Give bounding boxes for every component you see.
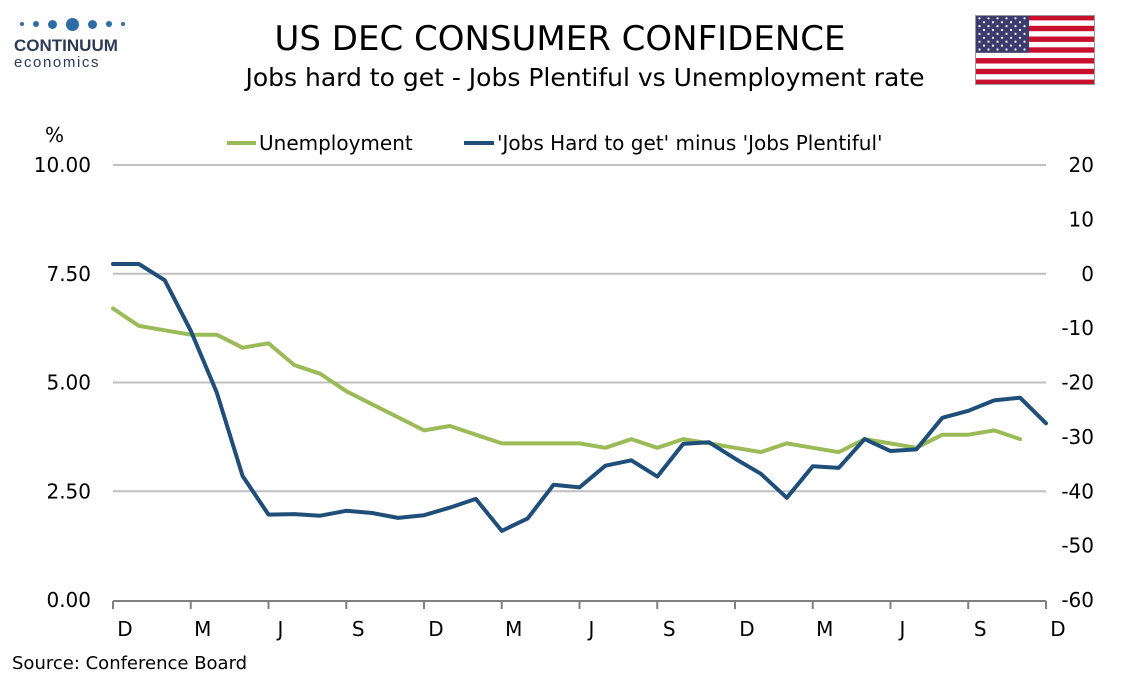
flag-star	[1018, 36, 1022, 39]
flag-star	[1000, 28, 1004, 32]
unemployment-series-line	[111, 306, 1023, 455]
axes: 10.00 7.50 5.00 2.50 0.00% 20 10 0 -10 -20 -30 -40 -…	[34, 123, 1094, 641]
source-note: Source: Conference Board	[12, 653, 248, 674]
flag-star	[987, 48, 990, 51]
right-tick-label: -50	[1061, 534, 1094, 558]
right-tick-label: -60	[1061, 588, 1094, 612]
left-axis-unit: %	[45, 123, 64, 147]
right-tick-label: -30	[1061, 425, 1094, 449]
flag-star	[1014, 48, 1017, 51]
flag-star	[982, 36, 986, 39]
flag-star	[978, 40, 981, 43]
chart-subtitle: Jobs hard to get - Jobs Plentiful vs Une…	[245, 63, 925, 92]
flag-star	[1018, 28, 1022, 32]
left-tick-label: 10.00	[34, 153, 91, 177]
flag-star	[1005, 17, 1008, 20]
x-tick-label: M	[816, 617, 833, 641]
flag-star	[991, 44, 995, 47]
flag-star	[996, 40, 999, 43]
right-tick-label: -10	[1061, 316, 1094, 340]
flag-star	[978, 48, 981, 51]
flag-star	[996, 32, 999, 35]
x-tick-label: D	[428, 617, 443, 641]
continuum-logo: CONTINUUM economics	[14, 14, 144, 71]
flag-star	[1014, 40, 1017, 43]
logo-name: CONTINUUM	[14, 36, 118, 55]
us-flag-icon	[975, 15, 1095, 85]
flag-star	[991, 21, 995, 24]
x-tick-label: S	[352, 617, 365, 641]
flag-star	[1005, 40, 1008, 43]
flag-star	[996, 25, 999, 28]
legend-unemployment-label: Unemployment	[259, 131, 413, 155]
x-tick-label: D	[1050, 617, 1065, 641]
flag-star	[1023, 25, 1026, 28]
flag-star	[987, 25, 990, 28]
right-tick-label: -20	[1061, 371, 1094, 395]
flag-star	[1005, 25, 1008, 28]
series-lines	[111, 262, 1048, 533]
flag-star	[1023, 17, 1026, 20]
flag-star	[987, 17, 990, 20]
right-tick-label: 0	[1081, 262, 1094, 286]
flag-star	[1023, 40, 1026, 43]
x-tick-label: D	[117, 617, 132, 641]
flag-star	[982, 21, 986, 24]
x-tick-label: S	[974, 617, 987, 641]
right-tick-label: -40	[1061, 479, 1094, 503]
flag-star	[1000, 44, 1004, 47]
legend-jobs-gap-label: 'Jobs Hard to get' minus 'Jobs Plentiful…	[497, 131, 883, 155]
legend: Unemployment 'Jobs Hard to get' minus 'Jo…	[227, 131, 883, 155]
logo-dots	[14, 14, 144, 34]
gridlines	[113, 164, 1046, 493]
flag-star	[1018, 44, 1022, 47]
x-tick-label: M	[505, 617, 522, 641]
flag-star	[1014, 32, 1017, 35]
x-tick-label: J	[898, 617, 906, 641]
flag-star	[996, 17, 999, 20]
flag-star	[1000, 36, 1004, 39]
x-tick-label: J	[587, 617, 595, 641]
flag-star	[996, 48, 999, 51]
x-tick-label: M	[194, 617, 211, 641]
flag-star	[1009, 36, 1013, 39]
flag-star	[1000, 21, 1004, 24]
flag-star	[1005, 48, 1008, 51]
left-tick-label: 5.00	[46, 371, 91, 395]
x-tick-label: D	[739, 617, 754, 641]
jobs-gap-series-line	[111, 262, 1048, 533]
left-tick-label: 7.50	[46, 262, 91, 286]
logo-sub: economics	[14, 54, 101, 71]
flag-star	[982, 28, 986, 32]
flag-star	[1005, 32, 1008, 35]
left-tick-label: 2.50	[46, 479, 91, 503]
flag-star	[978, 25, 981, 28]
left-tick-label: 0.00	[46, 588, 91, 612]
flag-star	[991, 36, 995, 39]
x-tick-label: J	[276, 617, 284, 641]
flag-star	[978, 17, 981, 20]
flag-star	[1009, 44, 1013, 47]
right-tick-label: 10	[1069, 207, 1094, 231]
flag-star	[1023, 48, 1026, 51]
flag-star	[1014, 17, 1017, 20]
flag-star	[982, 44, 986, 47]
flag-star	[987, 32, 990, 35]
flag-star	[1018, 21, 1022, 24]
flag-star	[1009, 21, 1013, 24]
flag-star	[1023, 32, 1026, 35]
flag-star	[991, 28, 995, 32]
right-tick-label: 20	[1069, 153, 1094, 177]
flag-star	[987, 40, 990, 43]
flag-star	[1014, 25, 1017, 28]
flag-star	[978, 32, 981, 35]
flag-star	[1009, 28, 1013, 32]
x-tick-label: S	[663, 617, 676, 641]
chart-title: US DEC CONSUMER CONFIDENCE	[274, 19, 846, 59]
